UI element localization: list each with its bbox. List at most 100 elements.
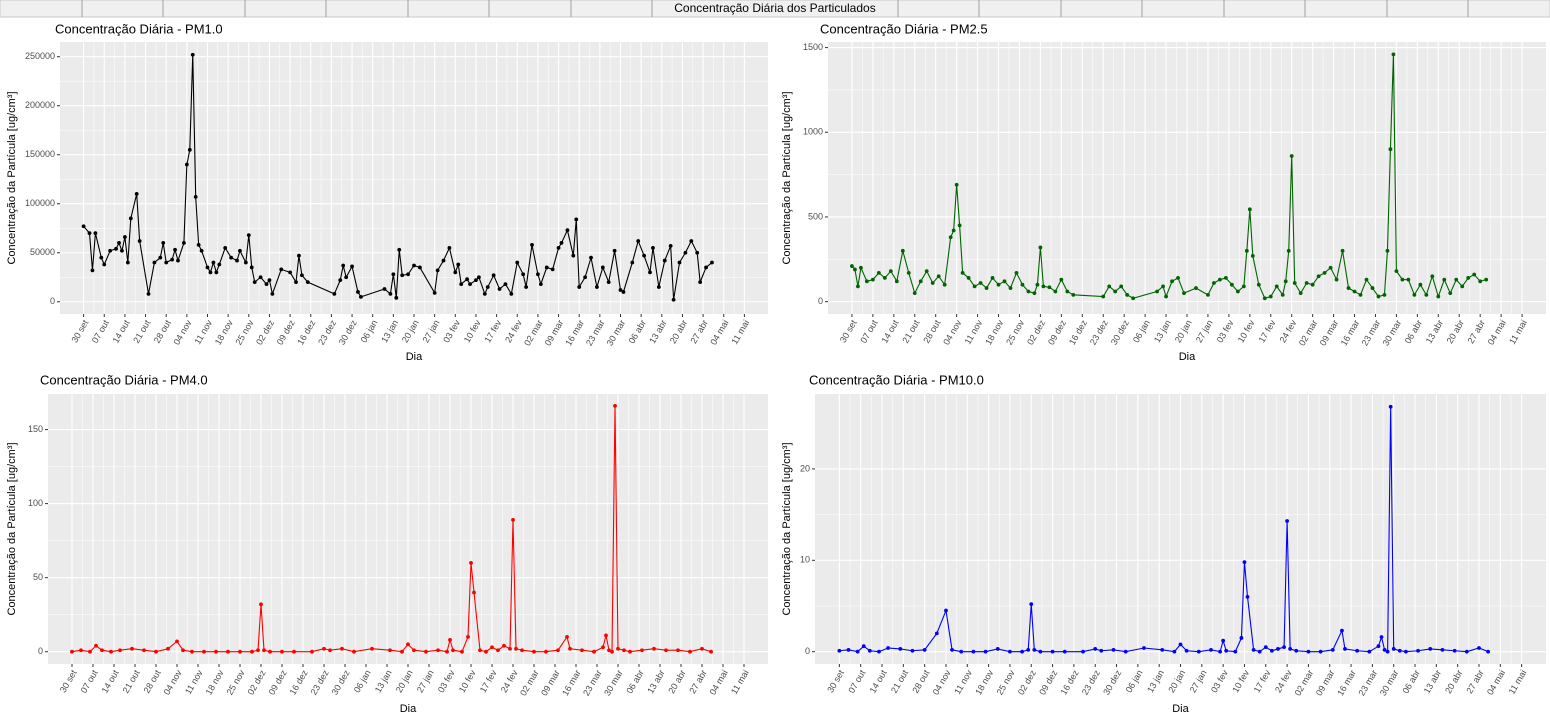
x-tick-label: 16 dez [1067,318,1089,347]
x-tick-label: 02 mar [1293,668,1316,697]
x-tick-label: 28 out [921,318,942,345]
data-point [595,285,599,289]
x-tick-label: 03 fev [1215,318,1236,345]
header-dividers [81,0,1469,17]
data-point [193,194,198,199]
x-tick-label: 21 out [131,318,152,345]
data-point [1032,291,1037,296]
y-tick-label: 500 [808,211,823,221]
data-point [583,275,587,280]
x-tick-label: 23 dez [1088,318,1110,347]
data-point [912,291,917,296]
data-point [1418,282,1423,287]
data-point [990,276,995,280]
data-point [996,282,1001,287]
data-point [223,245,228,250]
x-tick-label: 30 mar [1381,318,1404,347]
data-point [123,235,127,239]
x-tick-label: 18 nov [213,318,235,347]
data-point [1020,282,1025,287]
data-point [125,260,130,265]
x-tick-label: 14 out [879,318,900,345]
data-point [202,649,206,654]
data-point [636,239,641,243]
data-point [81,224,86,229]
data-point [870,277,875,282]
x-tick-label: 09 dez [267,668,289,697]
data-point [445,649,449,654]
x-tick-label: 13 abr [1424,318,1445,345]
data-point [580,648,584,653]
data-point [196,242,201,247]
x-tick-label: 13 abr [647,318,668,345]
data-point [1142,646,1146,650]
data-point [695,250,700,255]
data-point [853,267,857,272]
x-tick-label: 30 set [58,668,79,695]
data-point [944,608,948,613]
x-tick-label: 16 dez [295,318,317,347]
x-tick-label: 23 dez [309,668,331,697]
data-point [1053,289,1058,294]
data-point [966,276,971,280]
x-tick-label: 30 dez [330,668,352,697]
data-point [642,253,646,258]
data-point [1268,294,1273,299]
data-point [146,292,151,296]
x-tick-label: 04 mai [708,318,730,346]
data-point [128,216,133,221]
x-tick-label: 20 abr [1443,668,1464,695]
data-point [606,280,611,285]
data-point [1176,276,1180,280]
x-tick-label: 27 jan [421,318,442,344]
data-point [1212,281,1216,285]
x-tick-label: 25 nov [1004,318,1026,347]
data-point [435,268,440,273]
data-point [1382,647,1387,652]
data-point [630,260,635,265]
x-tick-label: 23 dez [1080,668,1102,697]
data-point [249,265,254,270]
data-point [406,642,410,647]
data-point [1304,281,1309,285]
x-tick-label: 06 jan [1124,668,1145,694]
data-point [262,648,266,653]
data-point [477,275,481,280]
data-point [508,646,512,651]
data-point [1394,269,1399,274]
data-point [592,649,596,654]
x-axis-label: Dia [1172,703,1189,715]
data-point [359,294,363,299]
data-point [565,634,569,639]
x-tick-label: 03 fev [1209,668,1230,695]
data-point [1285,519,1290,523]
x-tick-label: 17 fev [478,668,499,695]
data-point [1038,649,1043,654]
data-point [1223,276,1228,280]
x-tick-label: 28 out [910,668,931,695]
y-tick-label: 1500 [803,42,823,52]
data-point [453,270,458,275]
data-point [662,258,667,263]
data-point [305,280,310,285]
data-point [164,260,169,265]
data-point [338,278,343,283]
data-point [214,270,219,275]
data-point [622,648,626,653]
data-point [1464,649,1469,654]
data-point [532,649,536,654]
data-point [238,248,242,253]
data-point [1358,292,1363,297]
data-point [1026,647,1031,652]
x-tick-label: 11 nov [192,318,214,346]
data-point [268,649,272,654]
data-point [1065,289,1070,294]
data-point [1194,286,1198,290]
data-point [99,255,104,260]
data-point [1008,649,1012,654]
data-point [1251,647,1256,652]
x-tick-label: 27 abr [687,668,708,695]
data-point [1161,284,1165,289]
x-tick-label: 14 out [111,318,132,345]
data-point [252,280,257,285]
